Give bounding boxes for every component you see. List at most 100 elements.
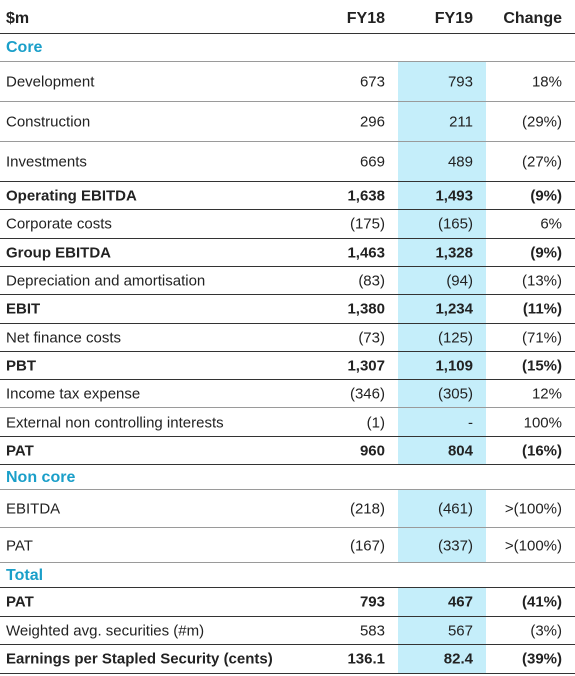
value-cell: 489 <box>447 153 473 171</box>
row-label: Development <box>6 73 95 91</box>
row-label: PBT <box>6 357 36 375</box>
header-cell: FY18 <box>346 10 385 27</box>
row-rule <box>0 672 575 674</box>
value-cell: 1,234 <box>435 300 473 318</box>
value-cell: (218) <box>349 500 385 518</box>
value-cell: 669 <box>359 153 385 171</box>
row-rule <box>0 61 575 62</box>
row-rule <box>0 322 575 324</box>
value-cell: >(100%) <box>504 537 562 554</box>
value-cell: (125) <box>437 329 473 347</box>
value-cell: 6% <box>540 215 562 233</box>
highlight-column <box>398 490 486 563</box>
row-rule <box>0 141 575 142</box>
row-label: Corporate costs <box>6 215 112 233</box>
value-cell: 1,638 <box>347 187 385 205</box>
row-label: Net finance costs <box>6 329 122 347</box>
section-title: Non core <box>6 468 76 486</box>
row-rule <box>0 209 575 211</box>
value-cell: (461) <box>437 500 473 518</box>
value-cell: 1,109 <box>435 357 473 375</box>
value-cell: 1,307 <box>347 357 385 375</box>
value-cell: (3%) <box>530 622 562 640</box>
value-cell: 296 <box>359 113 385 131</box>
value-cell: (305) <box>437 385 473 403</box>
value-cell: (167) <box>349 537 385 554</box>
row-label: PAT <box>6 593 34 611</box>
value-cell: (41%) <box>521 593 562 611</box>
row-label: Earnings per Stapled Security (cents) <box>6 650 273 668</box>
row-rule <box>0 435 575 437</box>
value-cell: (346) <box>349 385 385 403</box>
header-cell: Change <box>503 10 562 27</box>
row-rule <box>0 407 575 409</box>
highlight-column <box>398 588 486 674</box>
value-cell: (165) <box>437 215 473 233</box>
value-cell: 793 <box>359 593 385 611</box>
value-cell: 1,493 <box>435 187 473 205</box>
row-label: External non controlling interests <box>6 414 224 432</box>
row-label: PAT <box>6 537 33 554</box>
section-title: Core <box>6 39 43 56</box>
row-rule <box>0 562 575 563</box>
value-cell: (16%) <box>521 442 562 460</box>
row-rule <box>0 489 575 490</box>
row-rule <box>0 379 575 381</box>
value-cell: - <box>468 414 473 432</box>
row-label: Operating EBITDA <box>6 187 137 205</box>
row-rule <box>0 294 575 296</box>
value-cell: 12% <box>531 385 562 403</box>
value-cell: >(100%) <box>504 500 562 518</box>
value-cell: (83) <box>358 272 385 290</box>
row-rule <box>0 464 575 465</box>
value-cell: (71%) <box>521 329 562 347</box>
value-cell: 211 <box>449 113 473 131</box>
value-cell: (73) <box>358 329 385 347</box>
value-cell: 583 <box>359 622 385 640</box>
row-rule <box>0 181 575 182</box>
value-cell: 804 <box>447 442 473 460</box>
value-cell: (15%) <box>521 357 562 375</box>
row-rule <box>0 615 575 617</box>
value-cell: (39%) <box>521 650 562 668</box>
header-cell: $m <box>6 10 30 27</box>
value-cell: 467 <box>447 593 473 611</box>
value-cell: (13%) <box>521 272 562 290</box>
value-cell: 1,463 <box>347 244 385 262</box>
row-rule <box>0 265 575 267</box>
value-cell: 673 <box>359 73 385 91</box>
row-label: Investments <box>6 153 87 171</box>
value-cell: 82.4 <box>443 650 473 668</box>
row-label: EBITDA <box>6 500 61 518</box>
value-cell: (29%) <box>521 113 562 131</box>
value-cell: (337) <box>437 537 473 554</box>
value-cell: 136.1 <box>347 650 385 668</box>
value-cell: 567 <box>447 622 473 640</box>
value-cell: 960 <box>359 442 385 460</box>
row-rule <box>0 350 575 352</box>
row-label: Weighted avg. securities (#m) <box>6 622 205 640</box>
highlight-column <box>398 62 486 465</box>
header-cell: FY19 <box>434 10 473 27</box>
row-label: Construction <box>6 113 91 131</box>
value-cell: (9%) <box>530 244 562 262</box>
row-label: EBIT <box>6 300 41 318</box>
row-rule <box>0 237 575 239</box>
row-rule <box>0 644 575 645</box>
header-rule <box>0 33 575 34</box>
value-cell: 100% <box>523 414 562 432</box>
row-label: Group EBITDA <box>6 244 111 262</box>
row-label: Depreciation and amortisation <box>6 272 206 290</box>
value-cell: (175) <box>349 215 385 233</box>
row-label: Income tax expense <box>6 385 141 403</box>
value-cell: 793 <box>447 73 473 91</box>
value-cell: (94) <box>446 272 473 290</box>
row-rule <box>0 101 575 102</box>
value-cell: 1,328 <box>435 244 473 262</box>
value-cell: (11%) <box>522 300 562 318</box>
value-cell: 1,380 <box>347 300 385 318</box>
row-rule <box>0 527 575 528</box>
value-cell: 18% <box>531 73 562 91</box>
row-label: PAT <box>6 442 34 460</box>
